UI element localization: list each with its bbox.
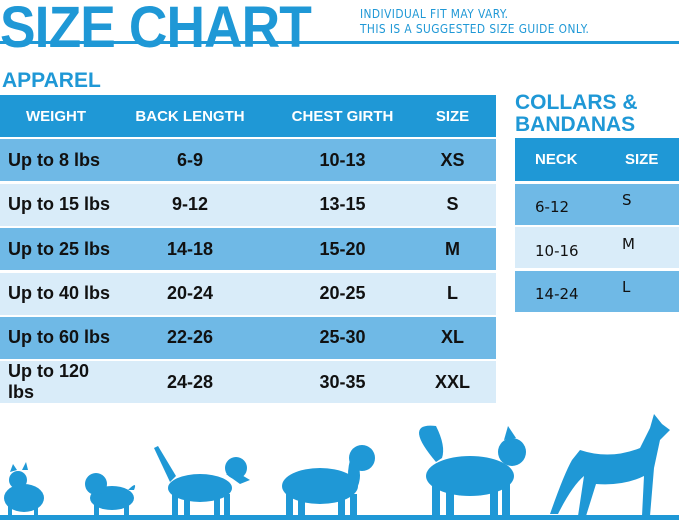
cell-back-length: 9-12 — [171, 194, 209, 215]
disclaimer-line-2: THIS IS A SUGGESTED SIZE GUIDE ONLY. — [360, 21, 590, 36]
col-neck: NECK — [535, 151, 578, 168]
apparel-table: WEIGHT BACK LENGTH CHEST GIRTH SIZE Up t… — [0, 95, 496, 404]
collar-row: 6-12 S — [515, 183, 679, 225]
cell-chest-girth: 15-20 — [319, 238, 366, 259]
dog-silhouettes — [4, 414, 670, 516]
beagle-icon — [154, 446, 250, 516]
col-collar-size: SIZE — [625, 151, 659, 168]
cell-chest-girth: 30-35 — [319, 371, 366, 392]
pug-icon — [85, 473, 136, 516]
page-title: SIZE CHART — [0, 0, 312, 60]
cell-size: XL — [440, 327, 464, 348]
cell-back-length: 6-9 — [176, 149, 203, 170]
apparel-row: Up to 8 lbs 6-9 10-13 XS — [0, 139, 496, 182]
cell-back-length: 20-24 — [166, 283, 214, 304]
cell-size: M — [445, 238, 460, 259]
disclaimer: INDIVIDUAL FIT MAY VARY. THIS IS A SUGGE… — [360, 6, 589, 36]
cell-weight: Up to 8 lbs — [8, 149, 101, 170]
cell-back-length: 24-28 — [166, 371, 214, 392]
cell-back-length: 22-26 — [166, 327, 214, 348]
husky-icon — [419, 425, 526, 516]
apparel-row: Up to 40 lbs 20-24 20-25 L — [0, 272, 496, 315]
cell-collar-size: S — [622, 191, 632, 209]
cell-chest-girth: 20-25 — [319, 283, 366, 304]
col-size: SIZE — [435, 107, 470, 125]
apparel-row: Up to 120 lbs 24-28 30-35 XXL — [0, 361, 496, 404]
cell-weight: Up to 40 lbs — [8, 283, 111, 304]
cell-collar-size: L — [622, 278, 631, 296]
cell-neck: 6-12 — [535, 198, 570, 216]
apparel-row: Up to 60 lbs 22-26 25-30 XL — [0, 316, 496, 359]
cell-weight: Up to 120 lbs — [8, 361, 90, 403]
cell-neck: 10-16 — [535, 241, 579, 260]
collars-header-row: NECK SIZE — [515, 138, 679, 181]
spaniel-icon — [282, 445, 375, 516]
great-dane-icon — [550, 414, 670, 516]
collars-title-line-1: COLLARS & — [515, 91, 638, 114]
col-chest-girth: CHEST GIRTH — [291, 107, 394, 125]
cell-back-length: 14-18 — [166, 238, 214, 259]
cell-size: XS — [440, 149, 465, 170]
collar-row: 10-16 M — [515, 227, 679, 268]
cell-chest-girth: 10-13 — [319, 149, 366, 170]
collars-table: NECK SIZE 6-12 S 10-16 M 14-24 L — [515, 138, 679, 312]
cell-size: XXL — [434, 371, 470, 392]
cell-chest-girth: 13-15 — [319, 194, 366, 215]
apparel-title: APPAREL — [2, 69, 101, 92]
cell-chest-girth: 25-30 — [319, 327, 366, 348]
title-rule — [0, 41, 679, 44]
cell-weight: Up to 60 lbs — [8, 327, 111, 348]
collars-title: COLLARS & BANDANAS — [515, 92, 638, 136]
apparel-row: Up to 15 lbs 9-12 13-15 S — [0, 183, 496, 226]
cell-size: S — [446, 194, 459, 215]
disclaimer-line-1: INDIVIDUAL FIT MAY VARY. — [360, 6, 509, 21]
col-weight: WEIGHT — [26, 107, 86, 125]
cell-collar-size: M — [622, 234, 635, 253]
cell-neck: 14-24 — [535, 285, 579, 303]
bottom-rule — [0, 515, 679, 520]
collar-row: 14-24 L — [515, 270, 679, 312]
apparel-row: Up to 25 lbs 14-18 15-20 M — [0, 228, 496, 271]
cell-weight: Up to 15 lbs — [8, 194, 111, 215]
collars-title-line-2: BANDANAS — [515, 113, 636, 136]
apparel-header-row: WEIGHT BACK LENGTH CHEST GIRTH SIZE — [0, 95, 496, 137]
cell-weight: Up to 25 lbs — [8, 238, 111, 259]
pomeranian-icon — [4, 462, 44, 516]
cell-size: L — [447, 283, 458, 304]
col-back-length: BACK LENGTH — [135, 107, 245, 125]
